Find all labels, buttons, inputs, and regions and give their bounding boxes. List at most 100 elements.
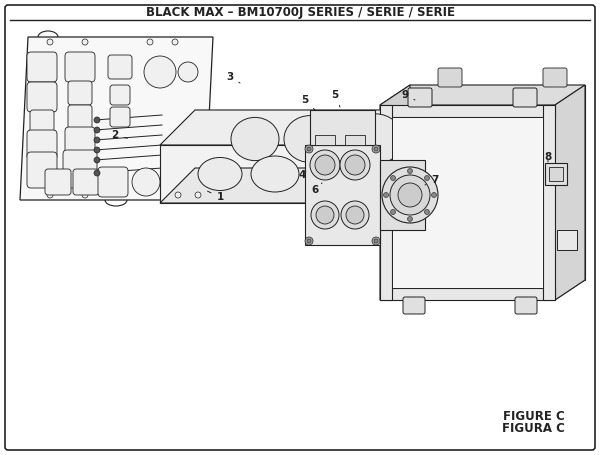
Text: BLACK MAX – BM10700J SERIES / SÉRIE / SERIE: BLACK MAX – BM10700J SERIES / SÉRIE / SE… xyxy=(146,5,455,19)
FancyBboxPatch shape xyxy=(30,110,54,134)
Text: 3: 3 xyxy=(226,72,240,83)
Circle shape xyxy=(390,175,430,215)
Circle shape xyxy=(82,39,88,45)
Text: 7: 7 xyxy=(425,175,439,185)
Text: FIGURA C: FIGURA C xyxy=(502,421,565,435)
Text: 4: 4 xyxy=(298,170,306,180)
Circle shape xyxy=(398,183,422,207)
Polygon shape xyxy=(20,37,213,200)
Text: 1: 1 xyxy=(208,191,224,202)
FancyBboxPatch shape xyxy=(27,130,57,160)
Polygon shape xyxy=(380,105,392,300)
Circle shape xyxy=(311,201,339,229)
FancyBboxPatch shape xyxy=(65,127,95,157)
Circle shape xyxy=(374,239,378,243)
Circle shape xyxy=(47,39,53,45)
FancyBboxPatch shape xyxy=(110,107,130,127)
Polygon shape xyxy=(160,110,425,145)
Circle shape xyxy=(424,176,430,181)
Circle shape xyxy=(382,167,438,223)
Polygon shape xyxy=(160,168,425,203)
FancyBboxPatch shape xyxy=(68,105,92,129)
Circle shape xyxy=(305,237,313,245)
Polygon shape xyxy=(380,280,585,300)
Circle shape xyxy=(391,176,395,181)
Circle shape xyxy=(147,39,153,45)
Circle shape xyxy=(175,192,181,198)
Bar xyxy=(495,215,535,245)
Circle shape xyxy=(82,192,88,198)
Circle shape xyxy=(374,147,378,151)
Circle shape xyxy=(195,192,201,198)
Polygon shape xyxy=(380,160,425,230)
Polygon shape xyxy=(555,85,585,300)
FancyBboxPatch shape xyxy=(438,68,462,87)
FancyBboxPatch shape xyxy=(65,52,95,82)
Polygon shape xyxy=(305,145,380,245)
FancyBboxPatch shape xyxy=(408,88,432,107)
Bar xyxy=(549,167,563,181)
Polygon shape xyxy=(380,85,410,300)
Polygon shape xyxy=(410,85,585,280)
Circle shape xyxy=(372,237,380,245)
Bar xyxy=(545,163,567,185)
Ellipse shape xyxy=(347,114,403,164)
Circle shape xyxy=(144,56,176,88)
Circle shape xyxy=(391,209,395,214)
Circle shape xyxy=(372,145,380,153)
FancyBboxPatch shape xyxy=(45,169,71,195)
Circle shape xyxy=(94,117,100,123)
Polygon shape xyxy=(195,110,425,168)
Circle shape xyxy=(407,168,413,173)
Circle shape xyxy=(47,192,53,198)
Circle shape xyxy=(305,145,313,153)
Circle shape xyxy=(94,147,100,153)
Text: FIGURE C: FIGURE C xyxy=(503,410,565,424)
Circle shape xyxy=(431,192,437,197)
FancyBboxPatch shape xyxy=(108,55,132,79)
Circle shape xyxy=(424,209,430,214)
Circle shape xyxy=(94,170,100,176)
FancyBboxPatch shape xyxy=(27,52,57,82)
Circle shape xyxy=(340,150,370,180)
Circle shape xyxy=(172,39,178,45)
Ellipse shape xyxy=(251,156,299,192)
Circle shape xyxy=(346,206,364,224)
Text: 6: 6 xyxy=(311,183,322,195)
FancyBboxPatch shape xyxy=(543,68,567,87)
FancyBboxPatch shape xyxy=(5,5,595,450)
FancyBboxPatch shape xyxy=(403,297,425,314)
FancyBboxPatch shape xyxy=(513,88,537,107)
Polygon shape xyxy=(380,85,585,105)
Ellipse shape xyxy=(231,117,279,161)
Circle shape xyxy=(383,192,389,197)
Bar xyxy=(420,210,480,255)
Ellipse shape xyxy=(198,157,242,191)
Circle shape xyxy=(307,239,311,243)
Polygon shape xyxy=(380,288,555,300)
Circle shape xyxy=(345,155,365,175)
FancyBboxPatch shape xyxy=(73,169,99,195)
Polygon shape xyxy=(543,105,555,300)
Text: 8: 8 xyxy=(544,152,551,162)
Text: 9: 9 xyxy=(401,90,415,100)
FancyBboxPatch shape xyxy=(68,81,92,105)
Text: 5: 5 xyxy=(301,95,315,110)
FancyBboxPatch shape xyxy=(98,167,128,197)
Circle shape xyxy=(307,147,311,151)
Circle shape xyxy=(178,62,198,82)
Circle shape xyxy=(310,150,340,180)
Text: 2: 2 xyxy=(112,130,127,140)
Text: 5: 5 xyxy=(331,90,340,107)
Polygon shape xyxy=(380,105,555,117)
Bar xyxy=(345,135,365,145)
Bar xyxy=(315,135,335,145)
Circle shape xyxy=(94,137,100,143)
FancyBboxPatch shape xyxy=(63,150,97,188)
Bar xyxy=(557,230,577,250)
Circle shape xyxy=(341,201,369,229)
FancyBboxPatch shape xyxy=(27,152,57,188)
Ellipse shape xyxy=(314,155,366,193)
FancyBboxPatch shape xyxy=(515,297,537,314)
Circle shape xyxy=(94,127,100,133)
